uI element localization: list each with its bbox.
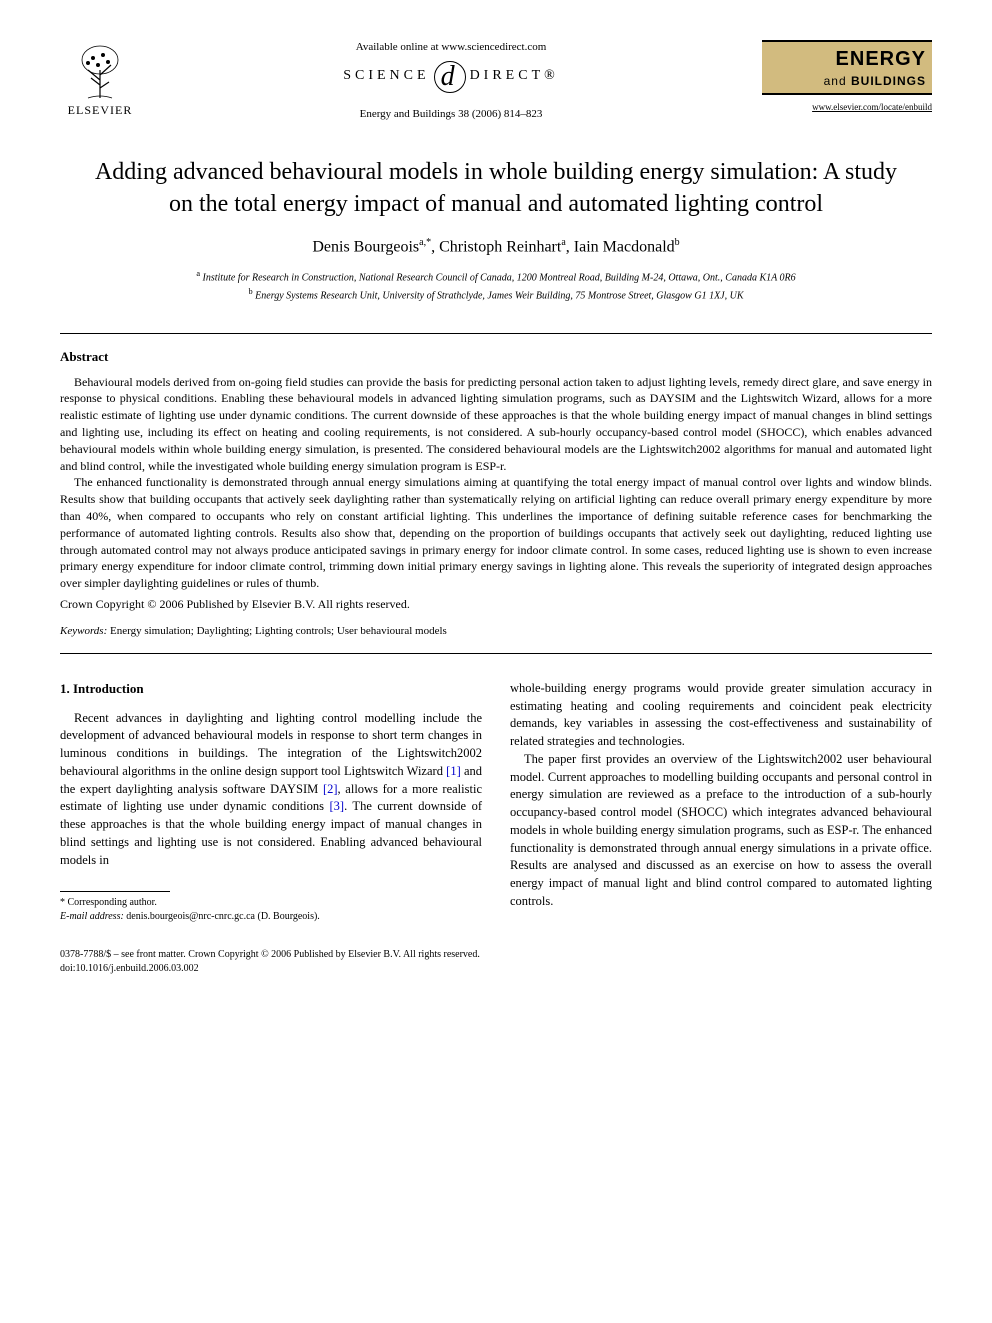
citation-text: Energy and Buildings 38 (2006) 814–823: [160, 107, 742, 122]
journal-link[interactable]: www.elsevier.com/locate/enbuild: [762, 101, 932, 113]
header-row: ELSEVIER Available online at www.science…: [60, 40, 932, 122]
body-columns: 1. Introduction Recent advances in dayli…: [60, 680, 932, 924]
affil-b-sup: b: [248, 287, 252, 296]
author-2-sup: a: [561, 237, 565, 248]
journal-name-box: ENERGY and BUILDINGS: [762, 40, 932, 95]
footnote-block: * Corresponding author. E-mail address: …: [60, 896, 482, 924]
abstract-rule-top: [60, 333, 932, 334]
center-header: Available online at www.sciencedirect.co…: [140, 40, 762, 122]
corresponding-author: * Corresponding author.: [60, 896, 482, 910]
journal-and: and: [824, 74, 847, 88]
sciencedirect-logo: SCIENCE d DIRECT®: [343, 61, 559, 93]
email-address[interactable]: denis.bourgeois@nrc-cnrc.gc.ca: [124, 911, 255, 922]
science-prefix: SCIENCE: [343, 67, 429, 86]
affiliations: a Institute for Research in Construction…: [60, 268, 932, 303]
publisher-name: ELSEVIER: [68, 102, 133, 118]
keywords-text: Energy simulation; Daylighting; Lighting…: [107, 625, 447, 637]
abstract-copyright: Crown Copyright © 2006 Published by Else…: [60, 596, 932, 612]
email-label: E-mail address:: [60, 911, 124, 922]
abstract-heading: Abstract: [60, 348, 932, 366]
email-line: E-mail address: denis.bourgeois@nrc-cnrc…: [60, 910, 482, 924]
section-1-heading: 1. Introduction: [60, 680, 482, 698]
sciencedirect-at-icon: d: [434, 61, 466, 93]
keywords-line: Keywords: Energy simulation; Daylighting…: [60, 624, 932, 639]
column-left: 1. Introduction Recent advances in dayli…: [60, 680, 482, 924]
author-2: Christoph Reinhart: [439, 239, 561, 256]
intro-p1: Recent advances in daylighting and light…: [60, 710, 482, 870]
column-right: whole-building energy programs would pro…: [510, 680, 932, 924]
science-suffix: DIRECT®: [470, 67, 559, 86]
ref-link-1[interactable]: [1]: [446, 764, 461, 778]
author-3-sup: b: [675, 237, 680, 248]
journal-block: ENERGY and BUILDINGS www.elsevier.com/lo…: [762, 40, 932, 113]
abstract-p2: The enhanced functionality is demonstrat…: [60, 474, 932, 592]
ref-link-3[interactable]: [3]: [329, 799, 344, 813]
publisher-block: ELSEVIER: [60, 40, 140, 118]
intro-p1-cont: whole-building energy programs would pro…: [510, 680, 932, 751]
abstract-p1: Behavioural models derived from on-going…: [60, 374, 932, 475]
author-1: Denis Bourgeois: [312, 239, 419, 256]
abstract-rule-bottom: [60, 653, 932, 654]
keywords-label: Keywords:: [60, 625, 107, 637]
authors: Denis Bourgeoisa,*, Christoph Reinharta,…: [60, 236, 932, 258]
article-title: Adding advanced behavioural models in wh…: [90, 156, 902, 221]
author-3: Iain Macdonald: [574, 239, 675, 256]
elsevier-tree-icon: [73, 40, 128, 100]
footnote-separator: [60, 891, 170, 892]
journal-energy: ENERGY: [768, 46, 926, 73]
affil-a-sup: a: [196, 269, 200, 278]
footer-line-1: 0378-7788/$ – see front matter. Crown Co…: [60, 948, 932, 962]
footer-line-2: doi:10.1016/j.enbuild.2006.03.002: [60, 962, 932, 976]
author-1-sup: a,*: [419, 237, 431, 248]
footer-block: 0378-7788/$ – see front matter. Crown Co…: [60, 948, 932, 976]
affil-b-text: Energy Systems Research Unit, University…: [255, 290, 743, 301]
journal-buildings-word: BUILDINGS: [851, 74, 926, 88]
affil-a-text: Institute for Research in Construction, …: [203, 273, 796, 284]
email-owner: (D. Bourgeois).: [255, 911, 320, 922]
available-online-text: Available online at www.sciencedirect.co…: [160, 40, 742, 55]
ref-link-2[interactable]: [2]: [323, 782, 338, 796]
intro-p2: The paper first provides an overview of …: [510, 751, 932, 911]
journal-buildings: and BUILDINGS: [768, 73, 926, 89]
intro-p1-a: Recent advances in daylighting and light…: [60, 711, 482, 778]
